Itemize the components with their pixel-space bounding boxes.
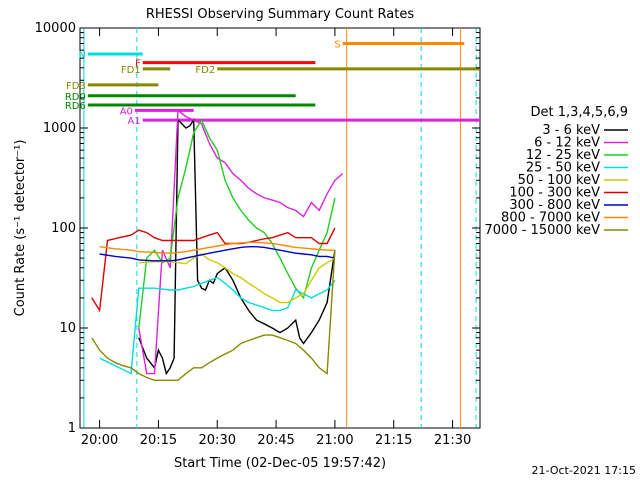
legend-entry-label: 12 - 25 keV (526, 148, 600, 163)
legend-entry-label: 100 - 300 keV (509, 186, 600, 201)
flag-label: RD6 (65, 101, 86, 112)
legend-entry-label: 25 - 50 keV (526, 161, 600, 176)
chart-title: RHESSI Observing Summary Count Rates (146, 7, 415, 22)
y-axis: 1 10 100 1000 10000 (35, 21, 480, 436)
flag-label: FD1 (121, 65, 141, 76)
x-tick-label: 21:00 (316, 433, 353, 448)
x-tick-label: 20:15 (140, 433, 177, 448)
x-tick-label: 20:00 (81, 433, 118, 448)
x-tick-label: 21:15 (375, 433, 412, 448)
legend-entry-label: 6 - 12 keV (534, 136, 600, 151)
y-tick-label: 10 (59, 321, 76, 336)
flag-label: A0 (120, 106, 133, 117)
x-axis-label: Start Time (02-Dec-05 19:57:42) (174, 456, 386, 471)
flag-label: A1 (128, 116, 141, 127)
x-tick-label: 21:30 (434, 433, 471, 448)
legend-entry-label: 7000 - 15000 keV (485, 223, 601, 238)
flag-label: FD3 (66, 81, 86, 92)
x-tick-label: 20:45 (257, 433, 294, 448)
series-line (138, 253, 336, 304)
series-line (99, 276, 336, 375)
flag-label: FD2 (195, 65, 215, 76)
flag-label: RD0 (65, 92, 86, 103)
legend-entry-label: 3 - 6 keV (542, 123, 600, 138)
series-line (91, 250, 336, 381)
y-tick-label: 100 (51, 221, 76, 236)
plot-frame (79, 27, 481, 429)
y-tick-label: 1000 (43, 121, 76, 136)
legend-entry-label: 50 - 100 keV (518, 173, 601, 188)
series-line (138, 117, 336, 376)
legend-entry-label: 800 - 7000 keV (501, 211, 600, 226)
footer-date: 21-Oct-2021 17:15 (532, 464, 636, 477)
flag-label: F (135, 59, 141, 70)
x-tick-label: 20:30 (199, 433, 236, 448)
legend-entry-label: 300 - 800 keV (509, 198, 600, 213)
flag-label: N (78, 50, 85, 61)
y-axis-label: Count Rate (s⁻¹ detector⁻¹) (13, 140, 28, 317)
series-line (138, 109, 344, 375)
legend-title: Det 1,3,4,5,6,9 (530, 105, 628, 120)
y-tick-label: 1 (68, 421, 76, 436)
series-line (99, 246, 336, 262)
x-axis: 20:00 20:15 20:30 20:45 21:00 21:15 21:30 (81, 28, 471, 448)
flag-label: S (334, 39, 340, 50)
series-line (99, 241, 335, 254)
series-line (91, 227, 336, 313)
series-line (138, 118, 336, 329)
y-tick-label: 10000 (35, 21, 76, 36)
